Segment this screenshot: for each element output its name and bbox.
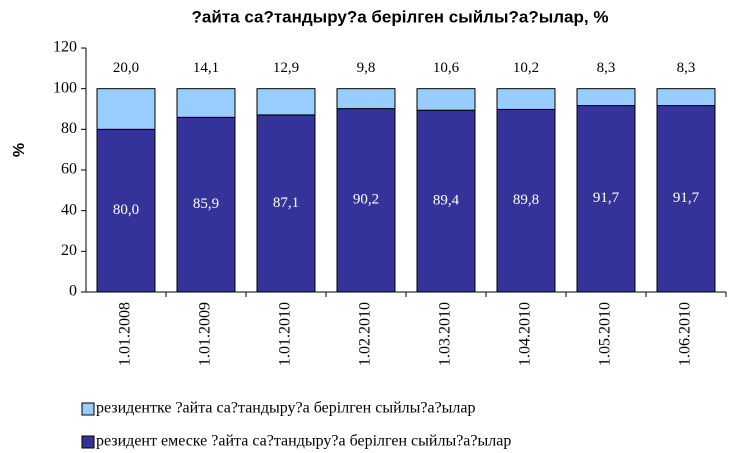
y-tick-label: 80 xyxy=(61,120,77,137)
bar-segment xyxy=(496,88,556,110)
value-label: 89,8 xyxy=(513,192,539,208)
bar-segment xyxy=(336,88,396,110)
bar-segment xyxy=(656,105,716,293)
y-tick-label: 20 xyxy=(61,242,77,259)
x-tick-label: 1.04.2010 xyxy=(517,302,534,366)
bar-segment xyxy=(416,88,476,111)
bar-segment xyxy=(416,109,476,293)
bar-segment xyxy=(176,116,236,293)
x-tick-label: 1.06.2010 xyxy=(677,302,694,366)
bar-segment xyxy=(576,105,636,293)
x-tick-label: 1.01.2008 xyxy=(117,302,134,366)
value-label: 89,4 xyxy=(433,193,460,209)
x-tick-label: 1.03.2010 xyxy=(437,302,454,366)
y-tick-label: 60 xyxy=(61,161,77,178)
y-tick-label: 0 xyxy=(69,283,77,300)
bar-segment xyxy=(336,108,396,293)
bar-segment xyxy=(176,88,236,118)
x-tick-label: 1.01.2009 xyxy=(197,302,214,366)
y-tick-label: 100 xyxy=(53,79,77,96)
bar-segment xyxy=(96,88,156,130)
value-label: 10,2 xyxy=(513,60,539,76)
y-tick-label: 40 xyxy=(61,201,77,218)
value-label: 9,8 xyxy=(357,60,376,76)
legend-label: резидентке ?айта са?тандыру?а берілген с… xyxy=(96,400,476,417)
chart-title: ?айта са?тандыру?а берілген сыйлы?а?ылар… xyxy=(192,7,609,26)
bar-segment xyxy=(256,88,316,116)
value-label: 8,3 xyxy=(597,60,616,76)
value-label: 80,0 xyxy=(113,202,139,218)
legend-label: резидент емеске ?айта са?тандыру?а беріл… xyxy=(96,433,511,450)
y-axis-label: % xyxy=(11,143,28,157)
value-label: 12,9 xyxy=(273,60,299,76)
value-label: 91,7 xyxy=(593,190,620,206)
value-label: 8,3 xyxy=(677,60,696,76)
value-label: 85,9 xyxy=(193,196,219,212)
value-label: 14,1 xyxy=(193,60,219,76)
x-tick-label: 1.05.2010 xyxy=(597,302,614,366)
bar-segment xyxy=(496,108,556,293)
x-tick-label: 1.01.2010 xyxy=(277,302,294,366)
bar-segment xyxy=(656,88,716,107)
value-label: 87,1 xyxy=(273,195,299,211)
value-label: 20,0 xyxy=(113,60,139,76)
legend-swatch xyxy=(81,435,95,449)
x-tick-label: 1.02.2010 xyxy=(357,302,374,366)
value-label: 91,7 xyxy=(673,190,700,206)
legend-swatch xyxy=(81,402,95,416)
y-tick-label: 120 xyxy=(53,39,77,56)
value-label: 90,2 xyxy=(353,192,379,208)
value-label: 10,6 xyxy=(433,60,460,76)
bar-segment xyxy=(576,88,636,107)
